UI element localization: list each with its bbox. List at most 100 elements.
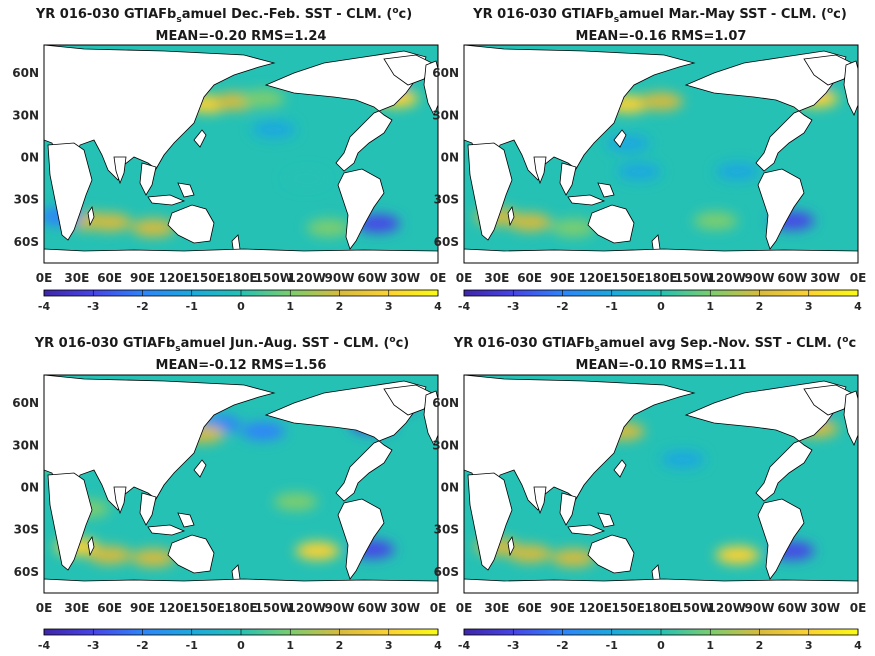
y-tick-label: 30N [12, 108, 39, 122]
x-tick-label: 180E [224, 271, 257, 285]
x-tick-label: 90E [130, 601, 155, 615]
x-tick-label: 60E [517, 271, 542, 285]
y-tick-label: 30N [12, 438, 39, 452]
anomaly-blob [284, 169, 329, 188]
colorbar-tick-label: 0 [237, 639, 245, 652]
panel-subtitle: MEAN=-0.20 RMS=1.24 [156, 29, 327, 44]
anomaly-blob [507, 213, 552, 232]
colorbar-tick-label: 4 [434, 639, 442, 652]
colorbar-tick-label: -2 [556, 300, 568, 313]
x-tick-label: 30W [810, 271, 840, 285]
x-tick-label: 60W [357, 271, 387, 285]
x-tick-label: 0E [850, 271, 867, 285]
anomaly-blob [507, 544, 552, 563]
x-tick-label: 30E [484, 271, 509, 285]
x-tick-label: 120E [159, 271, 192, 285]
x-tick-label: 120W [708, 601, 746, 615]
anomaly-blob [240, 422, 285, 441]
colorbar-tick-label: 3 [805, 639, 813, 652]
panel-subtitle: MEAN=-0.16 RMS=1.07 [576, 29, 747, 44]
y-tick-label: 60S [14, 565, 39, 579]
x-tick-label: 60E [517, 601, 542, 615]
x-tick-label: 30W [810, 601, 840, 615]
x-tick-label: 30E [64, 271, 89, 285]
y-tick-label: 0N [441, 481, 459, 495]
x-tick-label: 180E [644, 271, 677, 285]
x-tick-label: 0E [850, 601, 867, 615]
x-tick-label: 0E [36, 271, 53, 285]
x-tick-label: 90E [550, 601, 575, 615]
x-tick-label: 90W [745, 271, 775, 285]
x-tick-label: 120E [159, 601, 192, 615]
panels-layer: YR 016-030 GTIAFbsamuel Dec.-Feb. SST - … [12, 6, 866, 652]
colorbar-tick-label: 3 [385, 639, 393, 652]
colorbar-tick-label: -4 [38, 639, 51, 652]
x-tick-label: 90W [325, 601, 355, 615]
x-tick-label: 0E [456, 601, 473, 615]
anomaly-blob [306, 218, 351, 237]
anomaly-blob [87, 213, 132, 232]
map-frame [43, 44, 439, 264]
anomaly-blob [295, 541, 340, 560]
x-tick-label: 120W [288, 271, 326, 285]
colorbar-tick-label: 2 [336, 300, 344, 313]
y-tick-label: 60S [434, 235, 459, 249]
colorbar-tick-label: 0 [237, 300, 245, 313]
colorbar-tick-label: 1 [286, 639, 294, 652]
y-tick-label: 30N [432, 438, 459, 452]
map-area [44, 375, 438, 593]
panel-title: YR 016-030 GTIAFbsamuel avg Sep.-Nov. SS… [453, 335, 856, 354]
colorbar-tick-label: 0 [657, 639, 665, 652]
map-area [44, 45, 438, 263]
colorbar-tick-label: -4 [38, 300, 51, 313]
colorbar-tick-label: 2 [336, 639, 344, 652]
x-tick-label: 30W [390, 601, 420, 615]
colorbar-tick-label: 0 [657, 300, 665, 313]
x-tick-label: 0E [36, 601, 53, 615]
anomaly-blob [715, 546, 760, 565]
colorbar-tick-label: -3 [87, 300, 99, 313]
anomaly-blob [551, 218, 596, 237]
colorbar-tick-label: -1 [606, 639, 618, 652]
x-tick-label: 180E [644, 601, 677, 615]
x-tick-label: 0E [456, 271, 473, 285]
x-tick-label: 120E [579, 271, 612, 285]
colorbar-tick-label: 3 [805, 300, 813, 313]
map-area [464, 375, 858, 593]
colorbar-tick-label: 4 [854, 639, 862, 652]
x-tick-label: 180E [224, 601, 257, 615]
colorbar-tick-label: -2 [556, 639, 568, 652]
y-tick-label: 60N [432, 396, 459, 410]
x-tick-label: 150E [612, 601, 645, 615]
colorbar-tick-label: 1 [706, 639, 714, 652]
x-tick-label: 0E [430, 601, 447, 615]
colorbar-tick-label: -2 [136, 639, 148, 652]
y-tick-label: 30S [434, 193, 459, 207]
y-tick-label: 60S [14, 235, 39, 249]
x-tick-label: 60E [97, 271, 122, 285]
anomaly-blob [87, 546, 132, 565]
anomaly-blob [693, 211, 738, 230]
y-tick-label: 60N [12, 66, 39, 80]
y-tick-label: 0N [441, 151, 459, 165]
panel-subtitle: MEAN=-0.10 RMS=1.11 [576, 358, 747, 373]
x-tick-label: 90W [745, 601, 775, 615]
panel-title: YR 016-030 GTIAFbsamuel Dec.-Feb. SST - … [35, 6, 412, 25]
arctic-band [44, 375, 438, 383]
anomaly-blob [131, 548, 176, 567]
colorbar-tick-label: 4 [854, 300, 862, 313]
anomaly-blob [240, 89, 285, 108]
x-tick-label: 60W [777, 271, 807, 285]
colorbar-tick-label: -3 [507, 639, 519, 652]
x-tick-label: 90E [550, 271, 575, 285]
x-tick-label: 90W [325, 271, 355, 285]
anomaly-blob [617, 162, 662, 181]
x-tick-label: 60W [357, 601, 387, 615]
anomaly-blob [660, 450, 705, 469]
y-tick-label: 30N [432, 108, 459, 122]
colorbar-tick-label: 2 [756, 639, 764, 652]
y-tick-label: 60S [434, 565, 459, 579]
x-tick-label: 30E [64, 601, 89, 615]
y-tick-label: 0N [21, 151, 39, 165]
colorbar-tick-label: -3 [87, 639, 99, 652]
